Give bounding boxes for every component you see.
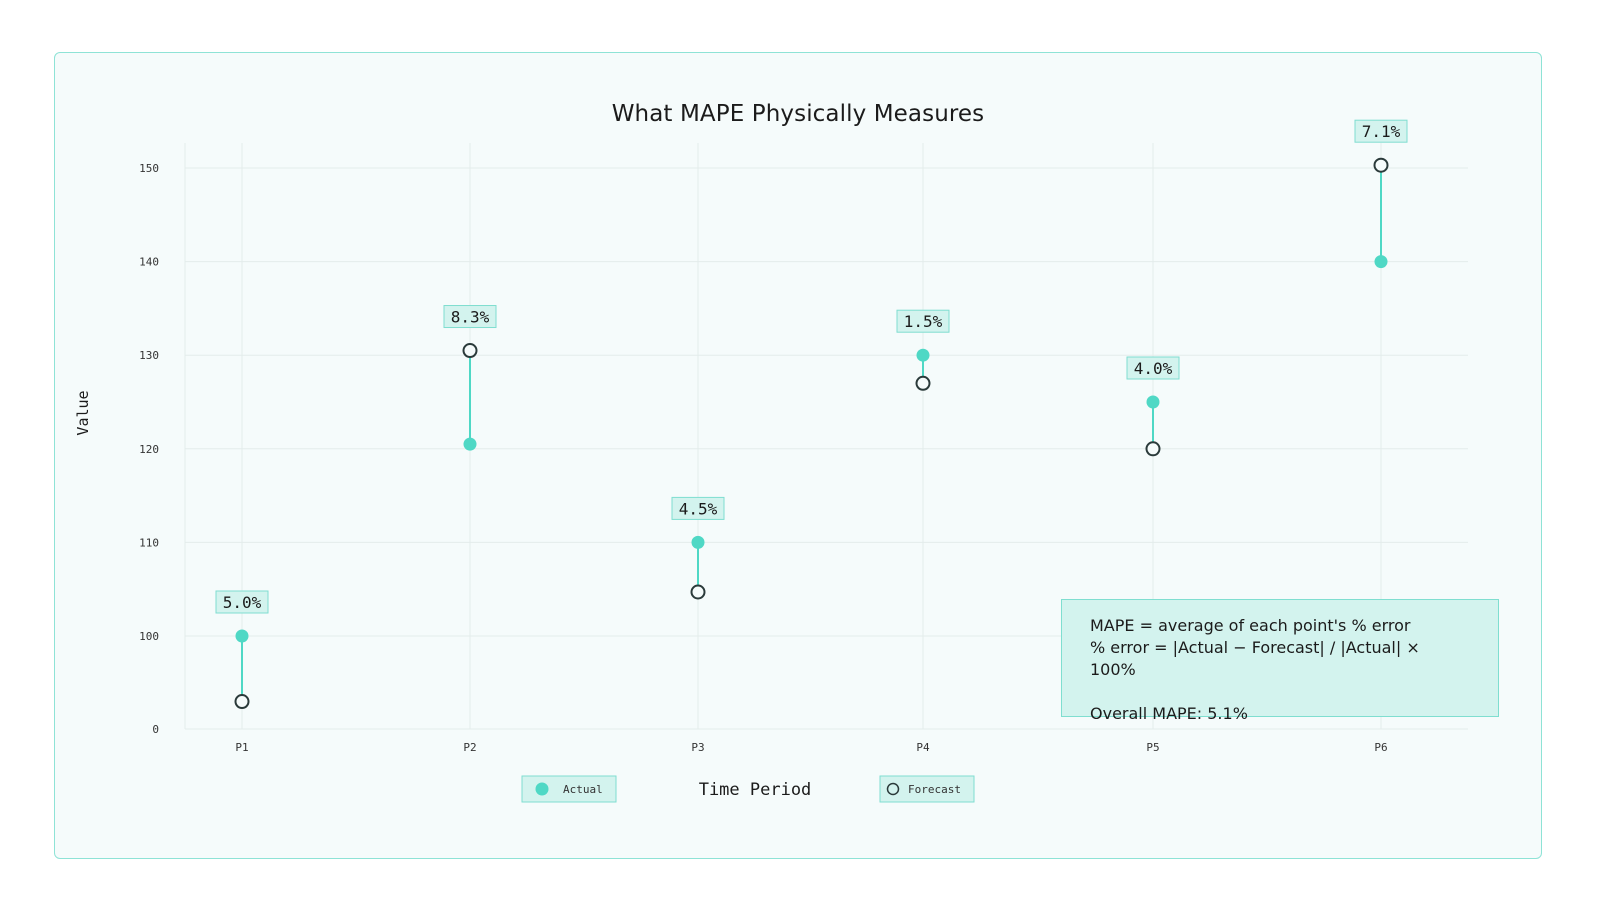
x-tick-labels: P1 P2 P3 P4 P5 P6 [235,741,1387,754]
error-label-box [1126,356,1180,380]
x-tick-label: P3 [691,741,704,754]
y-tick-labels: 0 100 110 120 130 140 150 [139,162,159,736]
error-label-box [443,305,497,329]
error-label-text: 4.0% [1134,359,1173,378]
legend-forecast-label: Forecast [908,783,961,796]
y-tick-label: 150 [139,162,159,175]
forecast-point [1373,157,1389,173]
annotation-line-1: MAPE = average of each point's % error [1090,616,1411,635]
error-label: 4.5% [671,496,725,520]
error-label-text: 4.5% [679,499,718,518]
actual-point [691,535,705,549]
error-label-text: 7.1% [1362,122,1401,141]
x-tick-label: P6 [1374,741,1387,754]
chart-svg: 0 100 110 120 130 140 150 P1 P2 P3 P4 P5 P6 Value T… [74,119,1468,803]
legend-item-forecast: Forecast [879,775,975,803]
chart-title: What MAPE Physically Measures [611,101,985,127]
legend-item-actual: Actual [521,775,617,803]
x-tick-label: P5 [1146,741,1159,754]
y-tick-label: 0 [152,723,159,736]
y-axis-label: Value [74,390,92,435]
y-tick-label: 130 [139,349,159,362]
annotation-line-3: Overall MAPE: 5.1% [1090,704,1248,723]
annotation-line-2: % error = |Actual − Forecast| / |Actual|… [1090,638,1420,679]
x-tick-label: P1 [235,741,248,754]
actual-point [235,629,249,643]
y-tick-label: 100 [139,630,159,643]
x-tick-label: P4 [916,741,930,754]
actual-point [916,348,930,362]
error-labels: 5.0% 8.3% 4.5% 1.5% 4.0% 7.1% [215,119,1408,614]
actual-point [1374,255,1388,269]
error-label: 1.5% [896,309,950,333]
y-tick-label: 140 [139,256,159,269]
legend-actual-marker [535,782,549,796]
chart-panel: What MAPE Physically Measures 0 100 110 120… [54,52,1542,859]
error-label-box [215,590,269,614]
error-label-text: 8.3% [451,308,490,327]
forecast-point [462,343,478,359]
mape-annotation-box: MAPE = average of each point's % error %… [1061,599,1499,723]
forecast-point [234,694,250,710]
actual-point [1146,395,1160,409]
error-label: 7.1% [1354,119,1408,143]
data-marks [234,157,1389,710]
legend-forecast-marker [886,782,900,796]
y-tick-label: 110 [139,536,159,549]
error-label: 4.0% [1126,356,1180,380]
error-label-box [1354,119,1408,143]
legend-actual-label: Actual [563,783,603,796]
forecast-point [915,375,931,391]
actual-point [463,437,477,451]
error-label-text: 1.5% [904,312,943,331]
error-label: 8.3% [443,305,497,329]
error-label-box [896,309,950,333]
forecast-point [1145,441,1161,457]
y-tick-label: 120 [139,443,159,456]
error-label-text: 5.0% [223,593,262,612]
forecast-point [690,584,706,600]
error-label-box [671,496,725,520]
x-tick-label: P2 [463,741,476,754]
legend: Actual Forecast [521,775,975,803]
error-label: 5.0% [215,590,269,614]
x-axis-label: Time Period [699,780,812,800]
